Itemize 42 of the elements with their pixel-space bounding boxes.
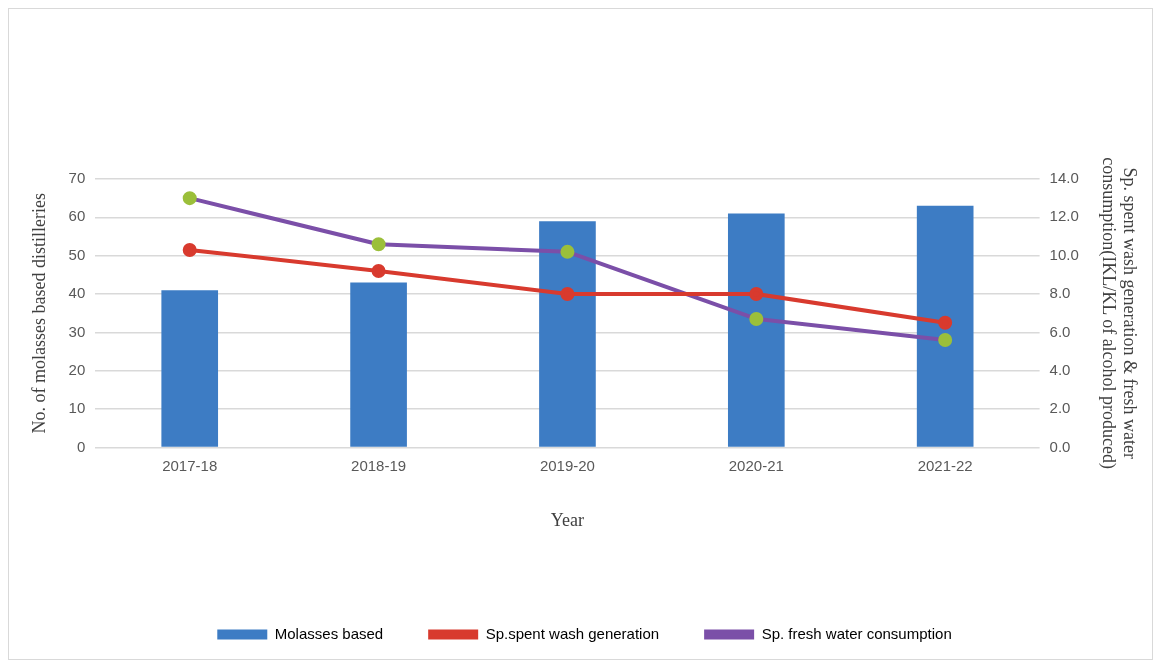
y-tick-label: 40 bbox=[68, 284, 86, 302]
legend-label: Sp.spent wash generation bbox=[485, 624, 660, 642]
legend-label: Molasses based bbox=[274, 624, 384, 642]
point bbox=[938, 315, 953, 330]
point bbox=[938, 333, 953, 348]
y-tick-label: 0 bbox=[76, 437, 86, 455]
y-tick-label: 50 bbox=[68, 245, 86, 263]
y2-tick-label: 2.0 bbox=[1049, 399, 1071, 417]
x-tick-label: 2021-22 bbox=[917, 456, 973, 474]
point bbox=[749, 287, 764, 302]
x-axis-title: Year bbox=[550, 509, 585, 530]
bar bbox=[161, 290, 219, 447]
x-tick-label: 2018-19 bbox=[351, 456, 407, 474]
y2-tick-label: 12.0 bbox=[1049, 207, 1079, 225]
bar bbox=[727, 213, 785, 447]
point bbox=[182, 191, 197, 206]
y2-tick-label: 0.0 bbox=[1049, 437, 1071, 455]
y-tick-label: 20 bbox=[68, 360, 86, 378]
point bbox=[182, 242, 197, 257]
bar bbox=[350, 282, 407, 447]
bar bbox=[916, 205, 974, 447]
y2-tick-label: 14.0 bbox=[1049, 169, 1079, 187]
x-tick-label: 2017-18 bbox=[162, 456, 218, 474]
y2-tick-label: 4.0 bbox=[1049, 360, 1071, 378]
bar bbox=[539, 221, 596, 447]
y-tick-label: 30 bbox=[68, 322, 86, 340]
x-tick-label: 2020-21 bbox=[728, 456, 784, 474]
point bbox=[749, 311, 764, 326]
y2-tick-label: 8.0 bbox=[1049, 284, 1071, 302]
point bbox=[560, 244, 575, 259]
y-axis-title: No. of molasses based distilleries bbox=[28, 192, 49, 434]
y-tick-label: 60 bbox=[68, 207, 86, 225]
y2-tick-label: 6.0 bbox=[1049, 322, 1071, 340]
point bbox=[371, 264, 386, 279]
y2-axis-title: Sp. spent wash generation & fresh water consumption(IKL/KL of alcohol produced) bbox=[1097, 157, 1141, 470]
y2-tick-label: 10.0 bbox=[1049, 245, 1079, 263]
y-tick-label: 70 bbox=[68, 169, 86, 187]
y-tick-label: 10 bbox=[68, 399, 86, 417]
point bbox=[371, 237, 386, 252]
x-tick-label: 2019-20 bbox=[539, 456, 595, 474]
point bbox=[560, 287, 575, 302]
legend-label: Sp. fresh water consumption bbox=[761, 624, 952, 642]
